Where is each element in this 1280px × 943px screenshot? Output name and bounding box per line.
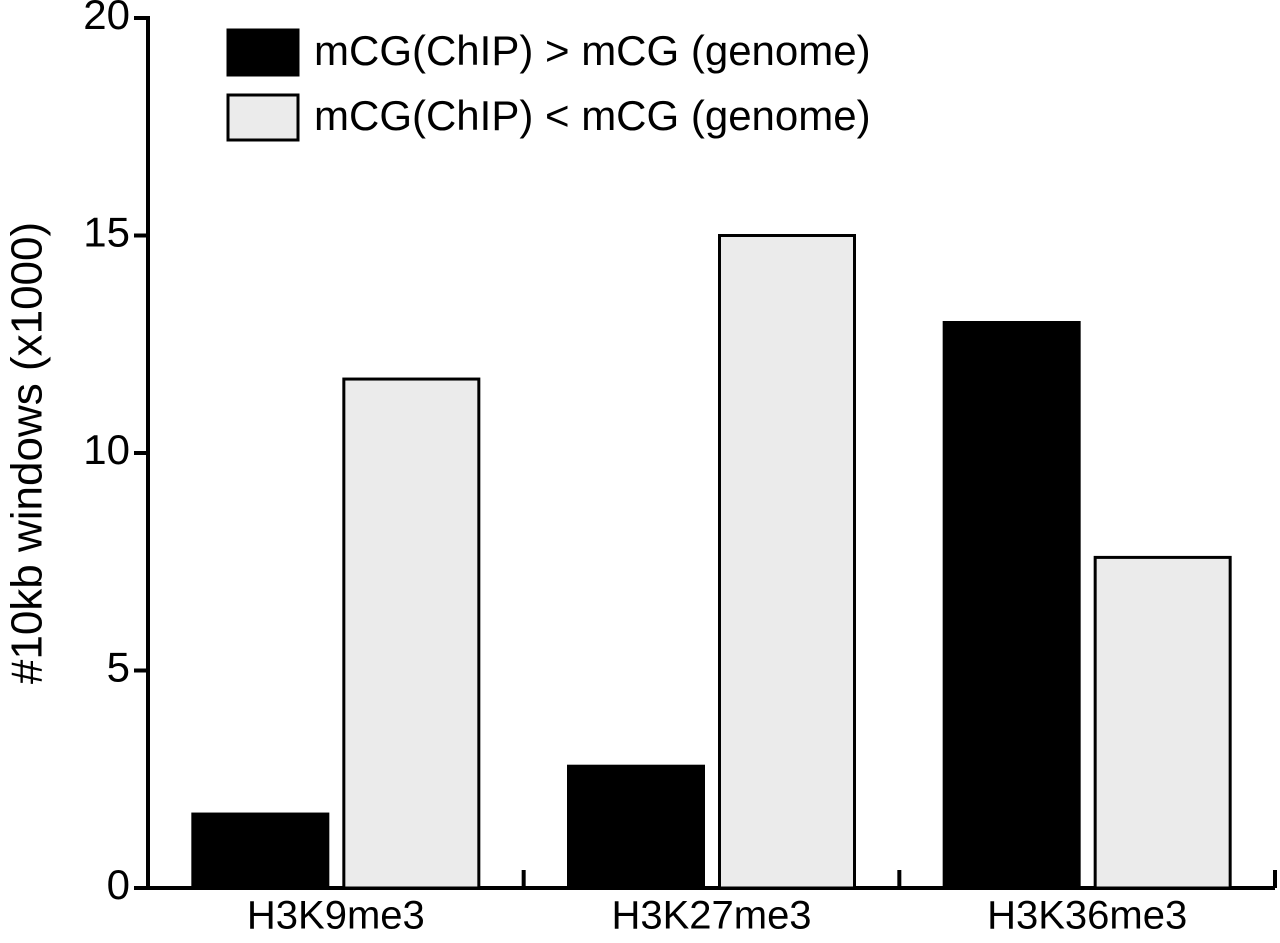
bar xyxy=(1093,555,1232,890)
legend-swatch xyxy=(226,28,300,77)
bar xyxy=(342,377,481,890)
bar xyxy=(718,234,856,890)
legend-label: mCG(ChIP) > mCG (genome) xyxy=(314,27,871,74)
bar xyxy=(942,321,1081,890)
bar xyxy=(191,812,330,890)
legend-swatch xyxy=(226,93,300,142)
y-tick-label: 20 xyxy=(83,0,130,38)
y-axis-label: #10kb windows (x1000) xyxy=(3,222,52,684)
legend-label: mCG(ChIP) < mCG (genome) xyxy=(314,92,871,139)
y-tick-label: 0 xyxy=(107,861,130,908)
x-tick-label: H3K36me3 xyxy=(987,894,1187,938)
y-tick-label: 15 xyxy=(83,209,130,256)
x-tick-label: H3K9me3 xyxy=(247,894,425,938)
x-tick-label: H3K27me3 xyxy=(611,894,811,938)
bar xyxy=(567,764,705,890)
y-tick-label: 10 xyxy=(83,426,130,473)
y-tick-label: 5 xyxy=(107,644,130,691)
